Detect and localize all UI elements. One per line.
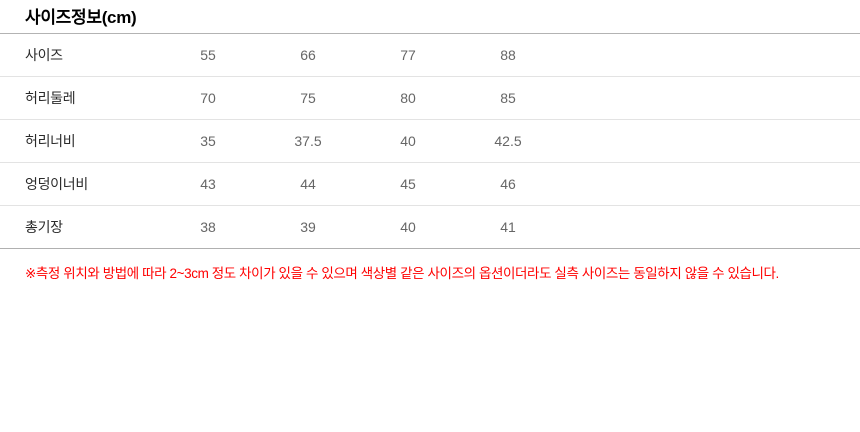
row-label: 허리둘레 (0, 76, 158, 120)
size-value: 41 (458, 205, 558, 249)
empty-cell (558, 205, 860, 249)
table-row: 총기장 38 39 40 41 (0, 205, 860, 249)
size-value: 46 (458, 162, 558, 206)
row-label: 엉덩이너비 (0, 162, 158, 206)
table-row: 허리너비 35 37.5 40 42.5 (0, 119, 860, 163)
size-value: 37.5 (258, 119, 358, 163)
size-value: 38 (158, 205, 258, 249)
size-value: 39 (258, 205, 358, 249)
empty-cell (558, 162, 860, 206)
row-label: 사이즈 (25, 47, 63, 63)
table-row: 사이즈 55 66 77 88 (0, 34, 860, 77)
row-label: 총기장 (0, 205, 158, 249)
size-info-title: 사이즈정보(cm) (25, 8, 137, 27)
size-value: 42.5 (458, 119, 558, 163)
size-value: 70 (158, 76, 258, 120)
size-table: 사이즈 55 66 77 88 허리둘레 70 75 80 85 허리너비 35… (0, 33, 860, 249)
size-value: 85 (458, 76, 558, 120)
size-value: 44 (258, 162, 358, 206)
size-value: 35 (158, 119, 258, 163)
row-label: 허리너비 (0, 119, 158, 163)
size-value: 75 (258, 76, 358, 120)
empty-cell (558, 119, 860, 163)
size-value: 55 (200, 47, 216, 63)
size-value: 66 (300, 47, 316, 63)
size-value: 88 (500, 47, 516, 63)
empty-cell (558, 76, 860, 120)
size-value: 77 (400, 47, 416, 63)
size-value: 43 (158, 162, 258, 206)
table-row: 엉덩이너비 43 44 45 46 (0, 162, 860, 206)
size-value: 40 (358, 205, 458, 249)
table-row: 허리둘레 70 75 80 85 (0, 76, 860, 120)
size-value: 80 (358, 76, 458, 120)
measurement-note: ※측정 위치와 방법에 따라 2~3cm 정도 차이가 있을 수 있으며 색상별… (25, 266, 779, 281)
size-value: 45 (358, 162, 458, 206)
size-value: 40 (358, 119, 458, 163)
title-bar: 사이즈정보(cm) (0, 0, 860, 33)
empty-cell (558, 34, 860, 77)
